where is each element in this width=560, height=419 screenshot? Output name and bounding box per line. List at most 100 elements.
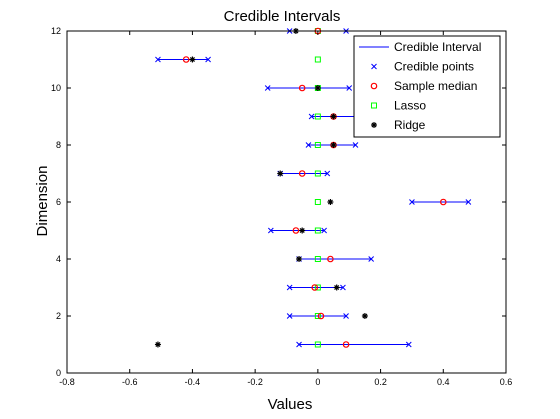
ridge-marker-stroke-3 <box>331 142 337 148</box>
legend-entry-0: Credible Interval <box>359 40 481 54</box>
credible-point-high-b <box>465 199 472 205</box>
credible-point-high <box>324 170 331 177</box>
lasso-marker <box>314 313 321 319</box>
legend-label: Ridge <box>394 118 426 132</box>
x-axis-label: Values <box>268 396 313 413</box>
y-tick-label: 8 <box>56 140 61 150</box>
dimension-11 <box>155 56 321 63</box>
sample-median-marker <box>311 284 319 291</box>
y-tick-label: 0 <box>56 368 61 378</box>
lasso-marker <box>314 284 321 291</box>
x-tick-label: 0.6 <box>500 377 513 387</box>
dimension-6 <box>314 198 472 206</box>
legend-star-swatch <box>371 122 377 128</box>
credible-point-low <box>264 85 271 91</box>
ridge-marker-stroke-3 <box>331 113 337 120</box>
ridge-marker-stroke-3 <box>189 56 195 63</box>
ridge-marker <box>299 227 306 234</box>
dimension-10 <box>264 84 353 92</box>
credible-point-low-b <box>286 284 293 291</box>
dimension-5 <box>267 227 327 234</box>
y-axis-label: Dimension <box>34 166 51 237</box>
dimension-8 <box>305 141 359 149</box>
legend-star-swatch-stroke-3 <box>371 122 377 128</box>
sample-median-marker <box>292 227 300 234</box>
legend: Credible Interval Credible points Sample m… <box>353 35 501 138</box>
ridge-marker <box>189 56 196 63</box>
credible-point-low-b <box>264 85 271 91</box>
legend-entry-1: Credible points <box>371 60 474 74</box>
sample-median-marker <box>317 312 325 320</box>
plot-marks <box>154 27 472 348</box>
credible-point-low <box>296 341 302 348</box>
credible-point-low <box>155 56 161 63</box>
axis-ticks: -0.8 -0.6 -0.4 -0.2 0 0.2 0.4 0.6 0 2 4 6 8 10 12 <box>51 26 512 387</box>
lasso-marker <box>314 227 321 234</box>
credible-point-high <box>343 313 349 319</box>
y-tick-label: 4 <box>56 254 61 264</box>
credible-point-high-b <box>340 284 346 291</box>
ridge-marker <box>333 284 340 291</box>
ridge-marker-stroke-3 <box>299 227 305 234</box>
credible-point-high <box>340 284 346 291</box>
sample-median-marker <box>327 255 334 263</box>
legend-entry-3: Lasso <box>371 99 426 113</box>
dimension-2 <box>286 312 368 320</box>
ridge-marker-stroke-3 <box>155 341 161 348</box>
credible-point-low-b <box>267 227 274 234</box>
credible-point-low <box>286 313 293 319</box>
sample-median-marker <box>298 84 306 92</box>
x-tick-label: -0.8 <box>59 377 75 387</box>
ridge-marker-stroke-3 <box>327 199 333 205</box>
y-tick-label: 2 <box>56 311 61 321</box>
ridge-marker <box>277 170 284 177</box>
credible-point-low <box>267 227 274 234</box>
credible-point-high <box>465 199 472 205</box>
lasso-marker <box>314 199 321 205</box>
legend-square-swatch <box>371 102 377 109</box>
credible-point-high-b <box>368 256 375 262</box>
legend-label: Lasso <box>394 99 426 113</box>
lasso-marker <box>314 56 321 63</box>
ridge-marker-stroke-3 <box>362 313 368 319</box>
lasso-marker <box>314 341 321 348</box>
lasso-marker <box>314 113 321 120</box>
legend-entry-2: Sample median <box>370 79 477 93</box>
credible-point-low <box>286 284 293 291</box>
y-tick-label: 12 <box>51 26 61 36</box>
x-tick-label: 0 <box>315 377 320 387</box>
dimension-3 <box>286 284 346 291</box>
credible-point-high-b <box>324 170 331 177</box>
y-tick-label: 10 <box>51 83 61 93</box>
lasso-marker <box>314 170 321 177</box>
ridge-marker <box>361 313 368 319</box>
legend-circle-swatch <box>370 82 378 90</box>
ridge-marker <box>330 113 337 120</box>
credible-point-high-b <box>205 56 211 63</box>
dimension-1 <box>154 341 412 348</box>
ridge-marker <box>296 256 303 262</box>
ridge-marker <box>154 341 161 348</box>
credible-point-high-b <box>405 341 412 348</box>
dimension-7 <box>277 170 331 177</box>
ridge-marker-stroke-3 <box>334 284 340 291</box>
credible-point-high-b <box>321 227 327 234</box>
x-tick-label: 0.2 <box>374 377 387 387</box>
legend-x-swatch-b <box>371 63 377 70</box>
credible-point-low-b <box>296 341 302 348</box>
legend-label: Credible Interval <box>394 40 481 54</box>
credible-point-high <box>346 85 353 91</box>
legend-entry-4: Ridge <box>371 118 426 132</box>
credible-point-low-b <box>409 199 415 205</box>
credible-point-low <box>308 113 315 120</box>
ridge-marker-stroke-3 <box>296 256 302 262</box>
ridge-marker <box>314 85 321 91</box>
credible-point-low-b <box>286 313 293 319</box>
credible-point-high <box>368 256 375 262</box>
credible-point-high-b <box>343 313 349 319</box>
ridge-marker-stroke-3 <box>315 85 321 91</box>
ridge-marker <box>327 199 334 205</box>
credible-point-low <box>305 142 312 148</box>
credible-point-high <box>352 142 359 148</box>
